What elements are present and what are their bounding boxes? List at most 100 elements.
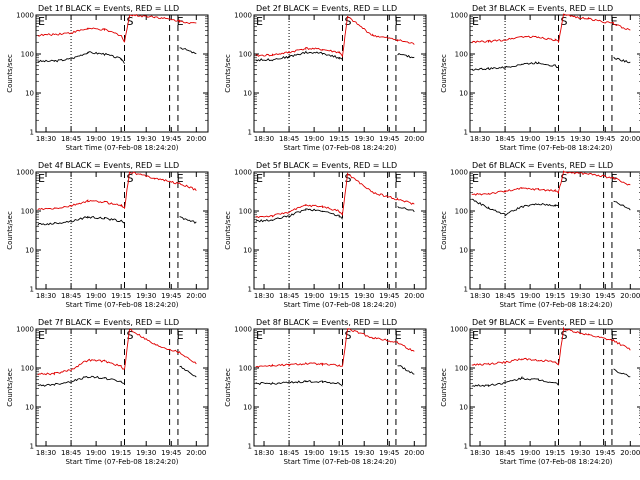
- lld-series-line: [471, 170, 631, 196]
- y-tick-label: 10: [25, 404, 34, 412]
- y-tick-label: 1: [464, 129, 468, 137]
- x-axis-label: Start Time (07-Feb-08 18:24:20): [65, 458, 178, 466]
- plot-title: Det 5f BLACK = Events, RED = LLD: [256, 161, 397, 170]
- x-tick-label: 20:00: [404, 449, 424, 457]
- marker-label-e: E: [256, 172, 263, 185]
- x-tick-label: 18:30: [254, 135, 274, 143]
- x-axis-label: Start Time (07-Feb-08 18:24:20): [283, 144, 396, 152]
- x-tick-label: 18:30: [470, 135, 490, 143]
- x-tick-label: 18:45: [61, 135, 81, 143]
- y-tick-label: 1000: [450, 169, 468, 177]
- x-tick-label: 18:30: [36, 135, 56, 143]
- y-tick-label: 1: [464, 286, 468, 294]
- x-tick-label: 18:30: [36, 292, 56, 300]
- x-axis-label: Start Time (07-Feb-08 18:24:20): [499, 144, 612, 152]
- marker-label-s: S: [127, 15, 134, 28]
- x-tick-label: 19:00: [520, 135, 540, 143]
- y-axis-label: Counts/sec: [224, 54, 232, 93]
- events-series-line: [37, 365, 197, 387]
- y-axis-label: Counts/sec: [440, 211, 448, 250]
- lld-series-line: [255, 172, 415, 219]
- x-tick-label: 18:45: [495, 135, 515, 143]
- detector-plot-6: Det 6f BLACK = Events, RED = LLD 1 10 100 10…: [440, 161, 640, 309]
- y-tick-label: 1000: [16, 12, 34, 20]
- x-tick-label: 19:15: [111, 449, 131, 457]
- marker-label-e: E: [611, 172, 618, 185]
- x-tick-label: 19:15: [329, 135, 349, 143]
- x-tick-label: 20:00: [186, 449, 206, 457]
- y-tick-label: 100: [455, 51, 468, 59]
- y-tick-label: 100: [239, 365, 252, 373]
- y-axis-label: Counts/sec: [224, 211, 232, 250]
- y-tick-label: 10: [459, 90, 468, 98]
- marker-label-s: S: [345, 15, 352, 28]
- events-series-line: [37, 215, 197, 226]
- y-axis-label: Counts/sec: [6, 54, 14, 93]
- marker-label-e: E: [256, 329, 263, 342]
- marker-label-s: S: [127, 172, 134, 185]
- plot-frame: [253, 14, 427, 133]
- marker-label-e: E: [38, 15, 45, 28]
- marker-label-e: E: [472, 15, 479, 28]
- y-tick-label: 1: [30, 443, 34, 451]
- marker-label-e: E: [472, 329, 479, 342]
- x-tick-label: 19:00: [304, 449, 324, 457]
- x-tick-label: 19:45: [595, 135, 615, 143]
- plot-title: Det 4f BLACK = Events, RED = LLD: [38, 161, 179, 170]
- x-tick-label: 20:00: [186, 135, 206, 143]
- x-tick-label: 18:30: [470, 292, 490, 300]
- marker-label-e: E: [611, 15, 618, 28]
- marker-label-e: E: [395, 329, 402, 342]
- y-tick-label: 1000: [450, 326, 468, 334]
- y-tick-label: 100: [21, 51, 34, 59]
- x-tick-label: 18:45: [61, 449, 81, 457]
- plot-title: Det 1f BLACK = Events, RED = LLD: [38, 4, 179, 13]
- plot-frame: [35, 328, 209, 447]
- x-tick-label: 19:15: [545, 292, 565, 300]
- plot-title: Det 9f BLACK = Events, RED = LLD: [472, 318, 613, 327]
- marker-label-e: E: [395, 172, 402, 185]
- x-tick-label: 19:15: [111, 135, 131, 143]
- x-tick-label: 20:00: [404, 292, 424, 300]
- y-tick-label: 10: [25, 247, 34, 255]
- events-series-line: [255, 206, 415, 223]
- plot-frame: [35, 14, 209, 133]
- x-tick-label: 19:45: [595, 449, 615, 457]
- y-tick-label: 10: [459, 247, 468, 255]
- y-tick-label: 1000: [234, 12, 252, 20]
- x-tick-label: 19:45: [161, 135, 181, 143]
- x-tick-label: 19:30: [354, 292, 374, 300]
- y-tick-label: 1000: [450, 12, 468, 20]
- x-tick-label: 19:30: [570, 292, 590, 300]
- y-tick-label: 1: [30, 286, 34, 294]
- x-tick-label: 19:30: [354, 135, 374, 143]
- x-tick-label: 19:30: [136, 292, 156, 300]
- events-series-line: [471, 368, 631, 388]
- detector-plot-9: Det 9f BLACK = Events, RED = LLD 1 10 100 10…: [440, 318, 640, 466]
- plot-frame: [253, 171, 427, 290]
- plot-frame: [253, 328, 427, 447]
- plot-frame: [469, 328, 640, 447]
- x-tick-label: 19:45: [161, 449, 181, 457]
- plot-frame: [35, 171, 209, 290]
- detector-plot-1: Det 1f BLACK = Events, RED = LLD 1 10 100 10…: [6, 4, 209, 152]
- x-tick-label: 18:45: [279, 135, 299, 143]
- x-tick-label: 18:30: [254, 449, 274, 457]
- x-tick-label: 19:30: [136, 135, 156, 143]
- x-tick-label: 19:15: [329, 292, 349, 300]
- x-tick-label: 19:00: [86, 135, 106, 143]
- y-tick-label: 100: [239, 208, 252, 216]
- marker-label-e: E: [177, 172, 184, 185]
- marker-label-e: E: [395, 15, 402, 28]
- x-tick-label: 18:30: [470, 449, 490, 457]
- lld-series-line: [471, 326, 631, 366]
- plot-frame: [469, 14, 640, 133]
- y-tick-label: 1: [30, 129, 34, 137]
- detector-plot-7: Det 7f BLACK = Events, RED = LLD 1 10 100 10…: [6, 318, 209, 466]
- y-axis-label: Counts/sec: [440, 368, 448, 407]
- x-axis-label: Start Time (07-Feb-08 18:24:20): [283, 301, 396, 309]
- y-tick-label: 100: [21, 365, 34, 373]
- y-tick-label: 10: [243, 247, 252, 255]
- x-tick-label: 19:30: [354, 449, 374, 457]
- marker-label-s: S: [127, 329, 134, 342]
